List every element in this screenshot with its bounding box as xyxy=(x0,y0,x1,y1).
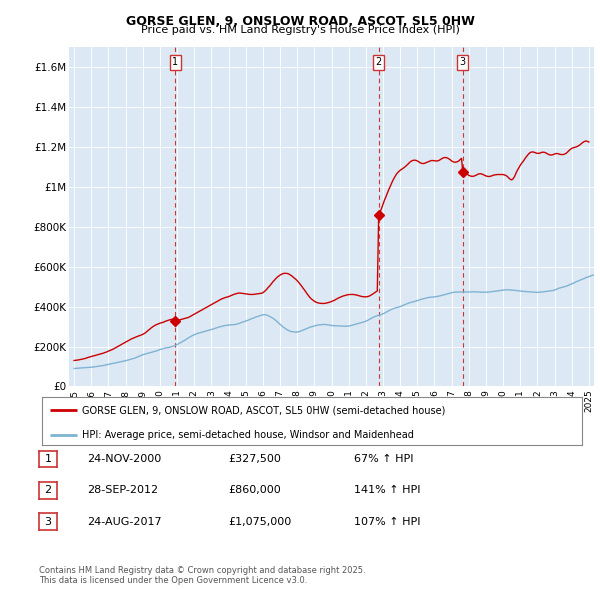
Text: £860,000: £860,000 xyxy=(228,486,281,495)
Text: £1,075,000: £1,075,000 xyxy=(228,517,291,526)
Text: 3: 3 xyxy=(460,57,466,67)
Text: 67% ↑ HPI: 67% ↑ HPI xyxy=(354,454,413,464)
Text: 141% ↑ HPI: 141% ↑ HPI xyxy=(354,486,421,495)
Text: GORSE GLEN, 9, ONSLOW ROAD, ASCOT, SL5 0HW (semi-detached house): GORSE GLEN, 9, ONSLOW ROAD, ASCOT, SL5 0… xyxy=(83,405,446,415)
Text: 107% ↑ HPI: 107% ↑ HPI xyxy=(354,517,421,526)
Text: 24-NOV-2000: 24-NOV-2000 xyxy=(87,454,161,464)
Text: HPI: Average price, semi-detached house, Windsor and Maidenhead: HPI: Average price, semi-detached house,… xyxy=(83,430,415,440)
Text: 2: 2 xyxy=(376,57,382,67)
Text: 1: 1 xyxy=(44,454,52,464)
Text: 2: 2 xyxy=(44,486,52,495)
Text: Contains HM Land Registry data © Crown copyright and database right 2025.
This d: Contains HM Land Registry data © Crown c… xyxy=(39,566,365,585)
Text: 1: 1 xyxy=(172,57,178,67)
Text: Price paid vs. HM Land Registry's House Price Index (HPI): Price paid vs. HM Land Registry's House … xyxy=(140,25,460,35)
Text: GORSE GLEN, 9, ONSLOW ROAD, ASCOT, SL5 0HW: GORSE GLEN, 9, ONSLOW ROAD, ASCOT, SL5 0… xyxy=(125,15,475,28)
Text: 28-SEP-2012: 28-SEP-2012 xyxy=(87,486,158,495)
Text: 3: 3 xyxy=(44,517,52,526)
Text: 24-AUG-2017: 24-AUG-2017 xyxy=(87,517,161,526)
Text: £327,500: £327,500 xyxy=(228,454,281,464)
